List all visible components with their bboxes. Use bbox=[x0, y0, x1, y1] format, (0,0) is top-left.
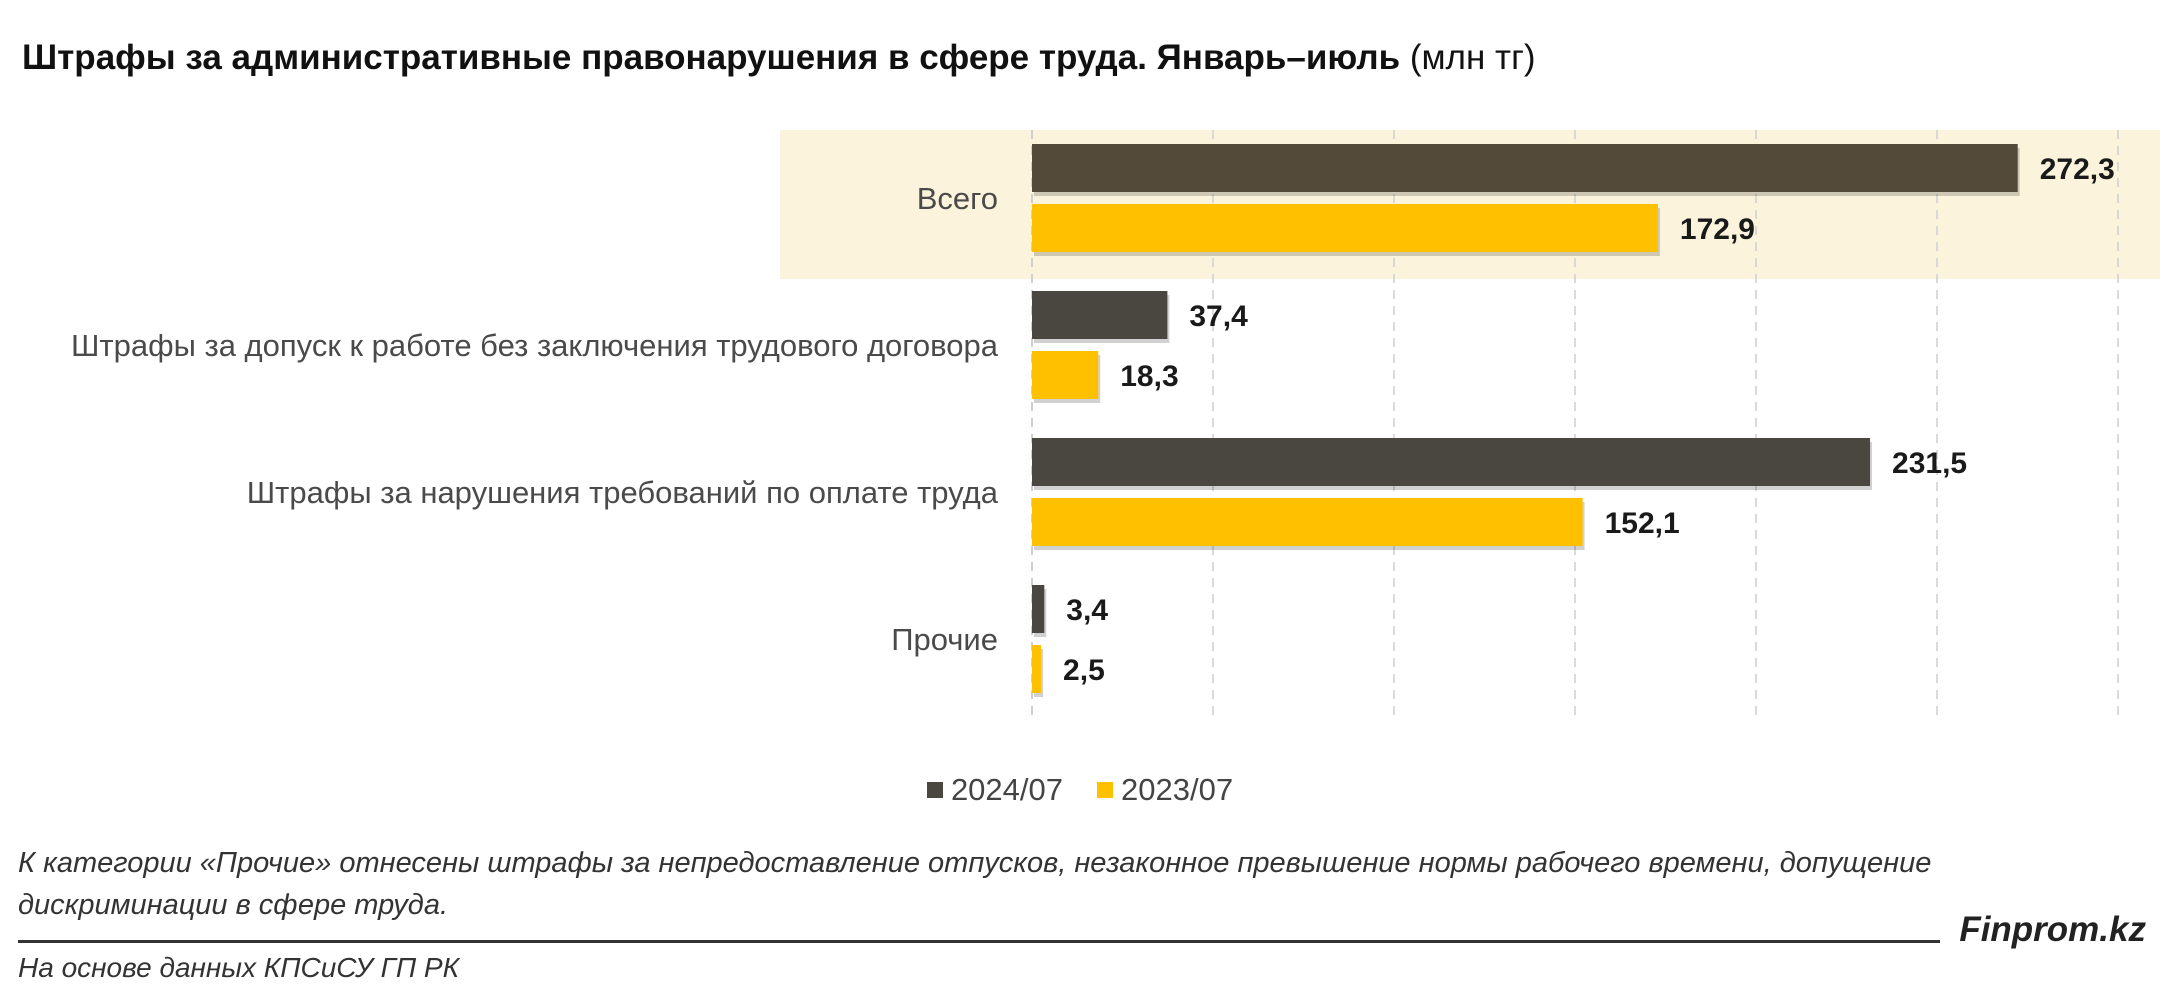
category-label: Штрафы за нарушения требований по оплате… bbox=[247, 475, 999, 510]
chart-title-unit: (млн тг) bbox=[1409, 38, 1536, 77]
data-label: 152,1 bbox=[1605, 507, 1680, 540]
bar-chart: Всего 272,3 172,9 Штрафы за допуск к работе… bbox=[71, 130, 2160, 718]
data-label: 2,5 bbox=[1063, 654, 1105, 687]
category-label: Прочие bbox=[891, 622, 998, 657]
chart-title-main: Штрафы за административные правонарушени… bbox=[22, 38, 1401, 77]
divider bbox=[18, 940, 1940, 943]
brand-logo: Finprom.kz bbox=[1959, 910, 2146, 949]
bar bbox=[1032, 645, 1042, 693]
legend-item-2024: 2024/07 bbox=[926, 772, 1063, 808]
data-label: 172,9 bbox=[1680, 213, 1755, 246]
footnote: К категории «Прочие» отнесены штрафы за … bbox=[18, 847, 1932, 921]
category-label: Всего bbox=[917, 181, 998, 216]
data-label: 37,4 bbox=[1189, 300, 1248, 333]
bar bbox=[1032, 291, 1168, 339]
category-label: Штрафы за допуск к работе без заключения… bbox=[71, 328, 999, 363]
legend-swatch-2024 bbox=[926, 782, 943, 798]
bar bbox=[1032, 351, 1099, 399]
data-label: 272,3 bbox=[2040, 153, 2115, 186]
data-label: 231,5 bbox=[1892, 447, 1967, 480]
legend-label-2024: 2024/07 bbox=[950, 772, 1063, 807]
legend-swatch-2023 bbox=[1097, 782, 1113, 798]
bar bbox=[1032, 498, 1583, 546]
bar bbox=[1032, 144, 2018, 192]
data-label: 18,3 bbox=[1120, 360, 1178, 393]
legend-item-2023: 2023/07 bbox=[1097, 772, 1233, 808]
bar bbox=[1032, 438, 1871, 486]
data-label: 3,4 bbox=[1066, 594, 1108, 627]
chart-legend: 2024/07 2023/07 bbox=[0, 772, 2160, 808]
bar bbox=[1032, 204, 1658, 252]
source-note: На основе данных КПСиСУ ГП РК bbox=[18, 952, 460, 983]
legend-label-2023: 2023/07 bbox=[1121, 772, 1234, 807]
bar bbox=[1032, 585, 1045, 633]
chart-title: Штрафы за административные правонарушени… bbox=[22, 38, 1536, 78]
